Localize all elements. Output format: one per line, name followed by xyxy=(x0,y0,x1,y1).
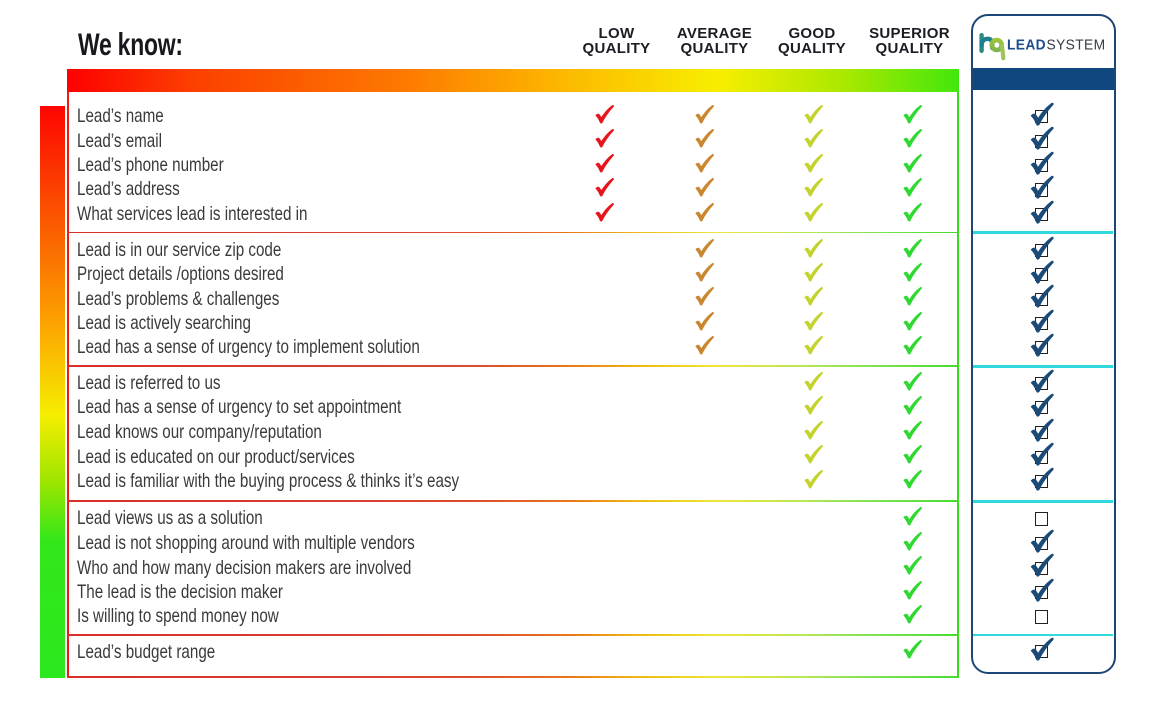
svg-text:SYSTEM: SYSTEM xyxy=(1047,38,1106,54)
svg-text:LEAD: LEAD xyxy=(1007,38,1046,54)
